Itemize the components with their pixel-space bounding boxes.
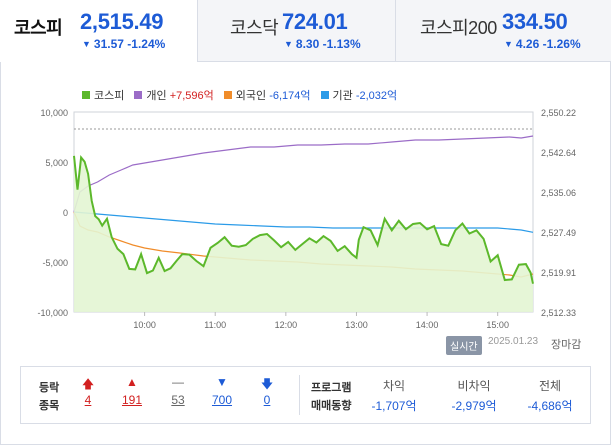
down-triangle-icon: ▼ [82,39,91,49]
program-arbitrage: 차익 -1,707억 [359,377,429,414]
stat-lower-limit: 🡇 0 [252,375,282,407]
legend-kospi[interactable]: 코스피 [82,87,124,103]
panel-divider [299,375,300,415]
dash-icon: — [172,375,184,389]
breadth-label: 등락 종목 [39,379,59,415]
x-tick-label: 12:00 [275,320,298,330]
y-left-tick-label: 5,000 [45,158,68,168]
stat-rise: ▲ 191 [117,375,147,407]
tab-kospi200-change-pct: -1.26% [542,37,581,51]
down-triangle-icon: ▼ [504,39,513,49]
tab-kospi-change-pct: -1.24% [127,37,166,51]
y-right-tick-label: 2,542.64 [541,148,576,158]
program-label-line1: 프로그램 [311,382,352,394]
tab-kospi-change: ▼ 31.57 -1.24% [82,37,165,51]
chart-date: 2025.01.23 [488,336,539,347]
y-right-tick-label: 2,550.22 [541,108,576,118]
triangle-down-icon: ▼ [216,375,228,389]
legend-institution[interactable]: 기관 -2,032억 [320,87,398,103]
legend-institution-label: 기관 [332,90,353,102]
tab-kosdaq-change-pct: -1.13% [322,37,361,51]
legend-foreign-label: 외국인 [235,90,267,102]
tab-kospi200-value: 334.50 [502,9,568,34]
stat-flat-link[interactable]: 53 [171,393,185,407]
program-label-line2: 매매동향 [311,400,352,412]
x-tick-label: 14:00 [416,320,439,330]
breadth-label-line1: 등락 [39,382,60,394]
tab-kosdaq[interactable]: 코스닥 724.01 ▼ 8.30 -1.13% [198,0,396,62]
y-left-tick-label: -10,000 [37,308,68,318]
series-kospi-line [73,155,534,284]
legend-foreign[interactable]: 외국인 -6,174억 [223,87,311,103]
series-individual-line [73,135,534,213]
legend-individual-swatch [134,91,143,99]
stat-fall: ▼ 700 [207,375,237,407]
tab-kospi[interactable]: 코스피 2,515.49 ▼ 31.57 -1.24% [0,0,198,62]
x-tick-label: 13:00 [345,320,368,330]
y-left-tick-label: 0 [63,208,68,218]
legend-foreign-swatch [223,91,232,99]
market-status: 장마감 [551,339,582,351]
program-arbitrage-head: 차익 [382,379,406,393]
tab-kosdaq-change: ▼ 8.30 -1.13% [284,37,361,51]
chart-ticks: 10,000 5,000 0 -5,000 -10,000 2,550.22 2,542.6… [37,108,576,330]
y-right-tick-label: 2,535.06 [541,188,576,198]
realtime-badge[interactable]: 실시간 [446,336,482,355]
stat-upper-limit: 🡅 4 [73,375,103,407]
stat-fall-link[interactable]: 700 [211,393,233,407]
tab-kospi-name: 코스피 [14,18,63,38]
stat-lower-limit-link[interactable]: 0 [263,393,271,407]
stat-upper-limit-link[interactable]: 4 [84,393,92,407]
program-arbitrage-value: -1,707억 [371,399,417,413]
arrow-down-limit-icon: 🡇 [260,377,274,391]
tab-kosdaq-value: 724.01 [282,9,348,34]
tab-kospi200-name: 코스피200 [420,18,497,38]
tab-kosdaq-change-value: 8.30 [295,37,320,51]
stat-rise-link[interactable]: 191 [121,393,143,407]
down-triangle-icon: ▼ [284,39,293,49]
index-tabs: 코스피 2,515.49 ▼ 31.57 -1.24% 코스닥 724.01 ▼ 8… [0,0,611,62]
market-summary-panel: 등락 종목 🡅 4 ▲ 191 — 53 ▼ 700 🡇 0 프로그램 매매동향… [20,366,591,424]
y-left-tick-label: -5,000 [42,258,68,268]
stat-flat: — 53 [163,375,193,407]
tab-kospi-change-value: 31.57 [93,37,124,51]
y-left-tick-label: 10,000 [40,108,68,118]
series-kospi-area [74,155,533,312]
y-right-tick-label: 2,519.91 [541,268,576,278]
program-non-arbitrage-head: 비차익 [457,379,491,393]
program-total-head: 전체 [538,379,562,393]
arrow-up-limit-icon: 🡅 [81,377,95,391]
legend-foreign-value: -6,174억 [269,90,311,102]
program-non-arbitrage-value: -2,979억 [451,399,497,413]
x-tick-label: 11:00 [204,320,226,330]
y-right-tick-label: 2,527.49 [541,228,576,238]
legend-individual-label: 개인 [146,90,167,102]
tab-kosdaq-name: 코스닥 [230,18,279,38]
x-tick-label: 15:00 [486,320,509,330]
program-total: 전체 -4,686억 [515,377,585,414]
triangle-up-icon: ▲ [126,375,138,389]
chart-legend: 코스피 개인 +7,596억 외국인 -6,174억 기관 -2,032억 [82,87,397,103]
chart-series [73,135,534,312]
program-total-value: -4,686억 [527,399,573,413]
legend-institution-value: -2,032억 [355,90,398,102]
tab-kospi-value: 2,515.49 [80,9,164,34]
tab-kospi200-change: ▼ 4.26 -1.26% [504,37,581,51]
tab-kospi200-change-value: 4.26 [515,37,540,51]
legend-kospi-label: 코스피 [94,90,125,102]
legend-individual-value: +7,596억 [169,90,214,102]
legend-kospi-swatch [82,91,90,99]
intraday-chart: 10,000 5,000 0 -5,000 -10,000 2,550.22 2,542.6… [37,108,576,330]
program-non-arbitrage: 비차익 -2,979억 [439,377,509,414]
y-right-tick-label: 2,512.33 [541,308,576,318]
legend-individual[interactable]: 개인 +7,596억 [134,87,214,103]
x-tick-label: 10:00 [133,320,156,330]
series-institution-line [73,211,534,233]
breadth-label-line2: 종목 [39,400,60,412]
tab-kospi200[interactable]: 코스피200 334.50 ▼ 4.26 -1.26% [396,0,611,62]
program-label: 프로그램 매매동향 [311,379,351,415]
legend-institution-swatch [320,91,329,99]
